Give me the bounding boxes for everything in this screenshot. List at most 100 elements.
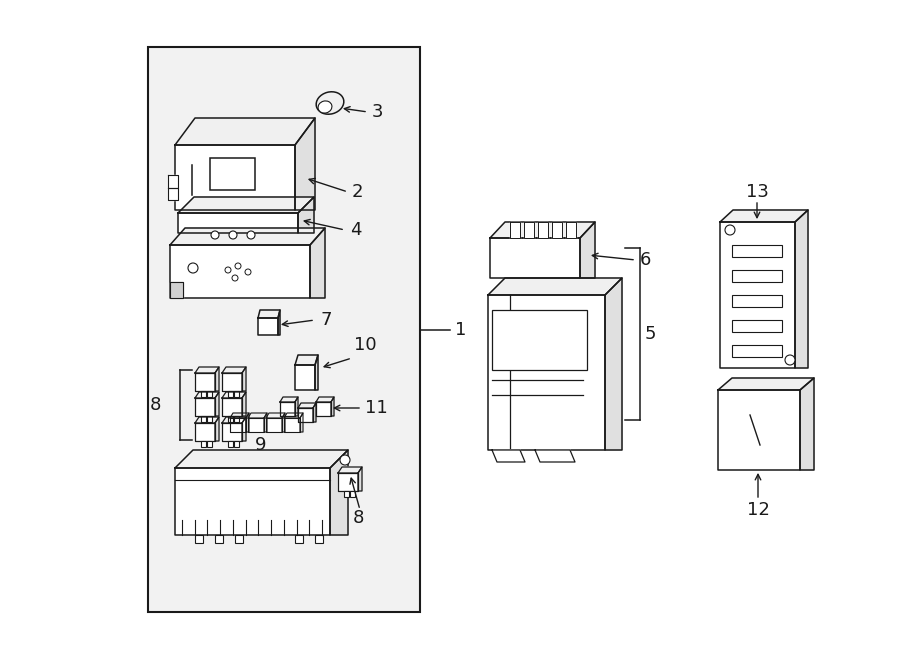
Bar <box>732 320 782 332</box>
Polygon shape <box>230 418 246 432</box>
Bar <box>234 391 239 397</box>
Polygon shape <box>538 222 548 238</box>
Polygon shape <box>282 413 285 432</box>
Polygon shape <box>258 318 278 335</box>
Text: 10: 10 <box>354 336 376 354</box>
Polygon shape <box>295 355 318 365</box>
Bar <box>732 270 782 282</box>
Text: 3: 3 <box>372 103 383 121</box>
Circle shape <box>229 231 237 239</box>
Polygon shape <box>300 413 303 432</box>
Bar <box>732 295 782 307</box>
Polygon shape <box>215 392 219 416</box>
Polygon shape <box>215 367 219 391</box>
Polygon shape <box>170 282 183 298</box>
Bar <box>234 416 239 422</box>
Polygon shape <box>195 392 219 398</box>
Polygon shape <box>222 392 246 398</box>
Polygon shape <box>315 355 318 390</box>
Text: 11: 11 <box>365 399 388 417</box>
Polygon shape <box>298 408 313 422</box>
Polygon shape <box>490 238 580 278</box>
Polygon shape <box>795 210 808 368</box>
Polygon shape <box>280 402 295 416</box>
Circle shape <box>725 225 735 235</box>
Polygon shape <box>242 367 246 391</box>
Polygon shape <box>488 278 622 295</box>
Polygon shape <box>800 378 814 470</box>
Polygon shape <box>535 450 575 462</box>
Polygon shape <box>195 367 219 373</box>
Polygon shape <box>222 398 242 416</box>
Polygon shape <box>266 418 282 432</box>
Circle shape <box>211 231 219 239</box>
Text: 6: 6 <box>640 251 652 269</box>
Bar <box>201 416 206 422</box>
Polygon shape <box>284 418 300 432</box>
Polygon shape <box>195 417 219 423</box>
Bar <box>315 535 323 543</box>
Polygon shape <box>222 417 246 423</box>
Polygon shape <box>298 197 314 233</box>
Ellipse shape <box>316 92 344 114</box>
Polygon shape <box>222 373 242 391</box>
Circle shape <box>247 231 255 239</box>
Text: 1: 1 <box>455 321 466 339</box>
Ellipse shape <box>318 101 332 113</box>
Polygon shape <box>330 450 348 535</box>
Polygon shape <box>488 295 605 450</box>
Polygon shape <box>178 213 298 233</box>
Text: 12: 12 <box>747 501 770 519</box>
Polygon shape <box>490 222 595 238</box>
Text: 13: 13 <box>745 183 769 201</box>
Bar <box>207 416 212 422</box>
Text: 4: 4 <box>350 221 362 239</box>
Polygon shape <box>566 222 576 238</box>
Polygon shape <box>605 278 622 450</box>
Polygon shape <box>316 397 334 402</box>
Bar <box>215 535 223 543</box>
Bar <box>201 391 206 397</box>
Polygon shape <box>266 413 285 418</box>
Polygon shape <box>175 468 330 535</box>
Polygon shape <box>338 473 358 491</box>
Bar <box>210 158 255 190</box>
Bar <box>201 441 206 447</box>
Polygon shape <box>246 413 249 432</box>
Polygon shape <box>195 423 215 441</box>
Polygon shape <box>278 310 280 335</box>
Text: 7: 7 <box>320 311 331 329</box>
Polygon shape <box>264 413 267 432</box>
Bar <box>195 535 203 543</box>
Bar <box>344 491 349 497</box>
Text: 2: 2 <box>352 183 364 201</box>
Polygon shape <box>295 118 315 210</box>
Polygon shape <box>195 373 215 391</box>
Circle shape <box>245 269 251 275</box>
Polygon shape <box>168 175 178 188</box>
Polygon shape <box>242 392 246 416</box>
Polygon shape <box>175 118 315 145</box>
Polygon shape <box>298 403 316 408</box>
Text: 8: 8 <box>352 509 364 527</box>
Bar <box>228 391 233 397</box>
Circle shape <box>225 267 231 273</box>
Polygon shape <box>358 467 362 491</box>
Bar <box>207 391 212 397</box>
Polygon shape <box>248 418 264 432</box>
Polygon shape <box>170 245 310 298</box>
Polygon shape <box>284 413 303 418</box>
Polygon shape <box>222 423 242 441</box>
Bar <box>492 310 587 370</box>
Bar <box>235 535 243 543</box>
Circle shape <box>188 263 198 273</box>
Circle shape <box>232 275 238 281</box>
Polygon shape <box>524 222 534 238</box>
Bar <box>350 491 355 497</box>
Polygon shape <box>720 222 795 368</box>
Polygon shape <box>230 413 249 418</box>
Circle shape <box>235 263 241 269</box>
Polygon shape <box>331 397 334 416</box>
Bar <box>732 345 782 357</box>
Polygon shape <box>280 397 298 402</box>
